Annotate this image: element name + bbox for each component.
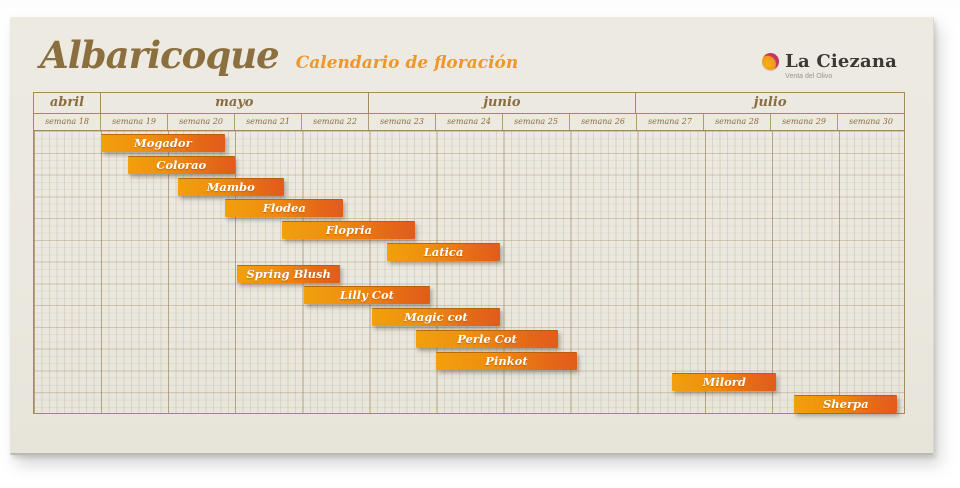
- brand-tagline: Venta del Olivo: [785, 73, 833, 80]
- paper-sheet: Albaricoque Calendario de floración La C…: [10, 17, 934, 455]
- gantt-bar-perle-cot: Perle Cot: [416, 329, 558, 348]
- gantt-bar-lilly-cot: Lilly Cot: [303, 286, 431, 305]
- brand-logo-row: La Ciezana: [762, 51, 897, 72]
- page-subtitle: Calendario de floración: [295, 53, 519, 73]
- gantt-bar-mogador: Mogador: [100, 134, 225, 152]
- week-header-semana-28: semana 28: [704, 114, 771, 130]
- gantt-bar-flopria: Flopria: [282, 221, 416, 240]
- month-header-mayo: mayo: [101, 93, 369, 113]
- month-header-junio: junio: [369, 93, 637, 113]
- week-header-semana-22: semana 22: [302, 114, 369, 130]
- month-header-julio: julio: [753, 95, 787, 110]
- gantt-bar-milord: Milord: [672, 373, 777, 392]
- week-header-semana-23: semana 23: [369, 114, 436, 130]
- week-header-semana-27: semana 27: [637, 114, 704, 130]
- week-header-semana-26: semana 26: [570, 114, 637, 130]
- week-header-semana-19: semana 19: [101, 114, 168, 130]
- gantt-bar-spring-blush: Spring Blush: [236, 264, 341, 283]
- week-header-semana-20: semana 20: [168, 114, 235, 130]
- week-header-semana-25: semana 25: [503, 114, 570, 130]
- brand-name: La Ciezana: [785, 51, 897, 72]
- gantt-bar-magic-cot: Magic cot: [371, 308, 500, 327]
- week-header-semana-30: semana 30: [849, 117, 893, 126]
- months-row: abril mayo junio julio: [34, 93, 904, 114]
- fruit-logo-icon: [762, 53, 780, 70]
- heading: Albaricoque Calendario de floración: [40, 33, 518, 77]
- gantt-bar-latica: Latica: [387, 242, 500, 261]
- gantt-chart-area: Mogador Colorao Mambo Flodea Flopria Latica Sp…: [34, 131, 904, 414]
- gantt-bar-mambo: Mambo: [177, 177, 284, 196]
- week-header-semana-24: semana 24: [436, 114, 503, 130]
- month-header-abril: abril: [34, 93, 101, 113]
- week-header-semana-18: semana 18: [34, 114, 101, 130]
- week-header-semana-29: semana 29: [771, 114, 838, 130]
- gantt-bar-flodea: Flodea: [225, 199, 344, 218]
- brand-logo: La Ciezana Venta del Olivo: [762, 51, 897, 80]
- week-header-semana-21: semana 21: [235, 114, 302, 130]
- weeks-row: semana 18 semana 19 semana 20 semana 21 sema…: [34, 114, 904, 131]
- bloom-calendar-table: abril mayo junio julio semana 18 semana 19 se…: [33, 92, 905, 414]
- gantt-bar-sherpa: Sherpa: [794, 395, 898, 414]
- gantt-bar-pinkot: Pinkot: [436, 351, 577, 370]
- page-title: Albaricoque: [40, 33, 280, 77]
- gantt-bar-colorao: Colorao: [127, 155, 235, 174]
